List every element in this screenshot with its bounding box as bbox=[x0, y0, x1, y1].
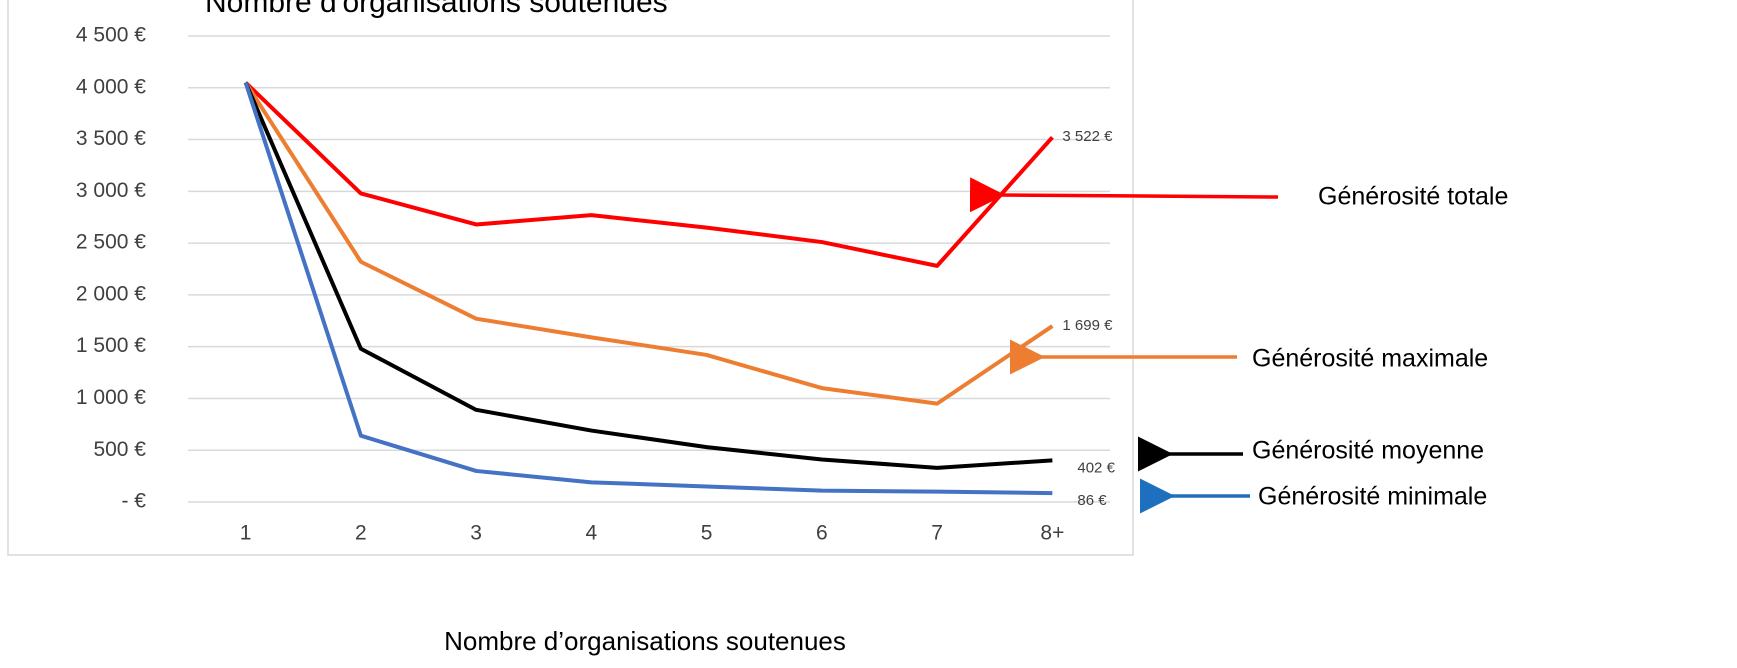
y-tick-label: 500 € bbox=[93, 438, 146, 461]
y-tick-label: 1 000 € bbox=[76, 386, 146, 409]
legend-label: Générosité minimale bbox=[1258, 483, 1487, 511]
legend-label: Générosité moyenne bbox=[1252, 437, 1484, 465]
y-tick-label: 3 000 € bbox=[76, 179, 146, 202]
y-tick-label: 3 500 € bbox=[76, 127, 146, 150]
x-axis-label: Nombre d’organisations soutenues bbox=[444, 626, 846, 656]
series-line bbox=[243, 81, 1053, 496]
legend-label: Générosité totale bbox=[1318, 183, 1508, 211]
y-tick-label: 4 500 € bbox=[76, 24, 146, 47]
series-line bbox=[243, 81, 1054, 406]
x-tick-label: 4 bbox=[586, 522, 598, 545]
chart-frame bbox=[7, 0, 1134, 556]
y-tick-label: 2 000 € bbox=[76, 282, 146, 305]
legend-arrow bbox=[969, 177, 1279, 213]
data-label: 86 € bbox=[1077, 492, 1107, 509]
series-line bbox=[244, 81, 1054, 268]
chart-title: Nombre d'organisations soutenues bbox=[205, 0, 668, 19]
series-line bbox=[243, 81, 1053, 470]
x-tick-label: 5 bbox=[701, 522, 713, 545]
x-tick-label: 1 bbox=[240, 522, 252, 545]
data-label: 402 € bbox=[1077, 459, 1115, 476]
x-tick-label: 6 bbox=[816, 522, 828, 545]
legend-label: Générosité maximale bbox=[1252, 345, 1488, 373]
x-tick-label: 8+ bbox=[1040, 522, 1064, 545]
data-label: 1 699 € bbox=[1062, 317, 1113, 334]
y-tick-label: 2 500 € bbox=[76, 231, 146, 254]
x-tick-label: 2 bbox=[355, 522, 367, 545]
x-tick-label: 7 bbox=[931, 522, 943, 545]
x-tick-label: 3 bbox=[470, 522, 482, 545]
y-tick-label: - € bbox=[121, 490, 146, 513]
y-tick-label: 4 000 € bbox=[76, 75, 146, 98]
y-tick-label: 1 500 € bbox=[76, 334, 146, 357]
data-label: 3 522 € bbox=[1062, 128, 1113, 145]
